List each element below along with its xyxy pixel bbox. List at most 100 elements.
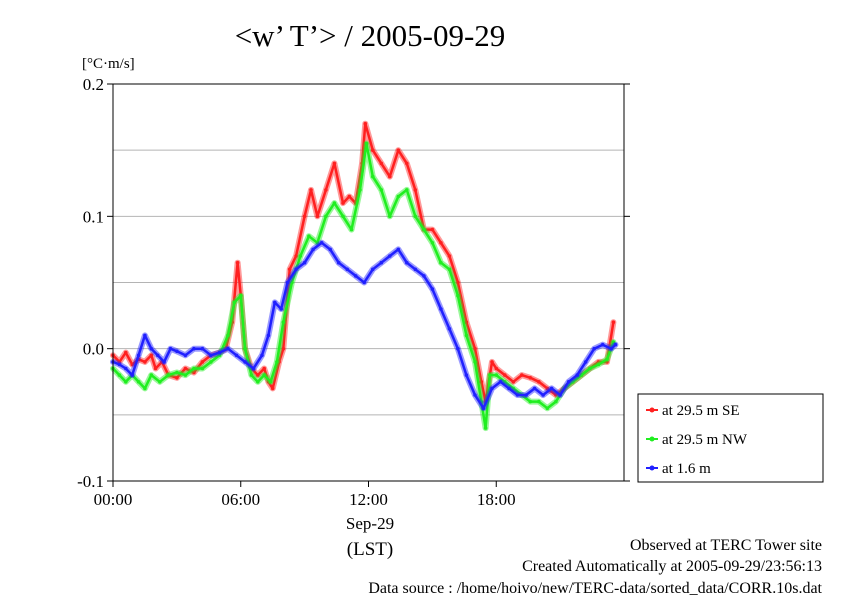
series-layer bbox=[110, 120, 619, 432]
data-point bbox=[396, 247, 401, 252]
data-point bbox=[447, 327, 452, 331]
data-point bbox=[183, 353, 188, 358]
chart-title: <w’ T’> / 2005-09-29 bbox=[235, 18, 506, 53]
data-point bbox=[209, 353, 213, 358]
data-point bbox=[558, 393, 562, 397]
data-point bbox=[430, 227, 435, 232]
data-point bbox=[579, 373, 584, 377]
data-point bbox=[439, 260, 443, 265]
data-point bbox=[503, 380, 507, 384]
data-point bbox=[503, 373, 507, 377]
data-point bbox=[309, 188, 313, 192]
data-point bbox=[473, 346, 477, 351]
legend-marker bbox=[649, 407, 655, 413]
data-point bbox=[396, 148, 401, 152]
data-point bbox=[315, 214, 320, 219]
data-point bbox=[243, 360, 247, 364]
data-point bbox=[611, 320, 616, 325]
data-point bbox=[511, 386, 516, 391]
data-point bbox=[149, 373, 154, 377]
data-point bbox=[388, 174, 392, 179]
data-point bbox=[566, 380, 571, 384]
data-point bbox=[175, 349, 179, 354]
data-point bbox=[571, 380, 575, 384]
data-point bbox=[124, 350, 128, 355]
legend-box bbox=[637, 393, 824, 483]
data-point bbox=[192, 366, 196, 371]
data-point bbox=[422, 274, 426, 278]
x-tick-label: 18:00 bbox=[477, 490, 516, 509]
data-point bbox=[364, 141, 369, 146]
data-point bbox=[155, 353, 160, 358]
data-point bbox=[456, 293, 460, 298]
data-point bbox=[209, 360, 213, 364]
data-point bbox=[117, 362, 122, 367]
data-point bbox=[307, 234, 311, 238]
data-point bbox=[234, 353, 239, 358]
data-point bbox=[464, 320, 469, 325]
data-point bbox=[281, 320, 286, 325]
data-point bbox=[456, 346, 460, 351]
y-axis: -0.1 0.0 0.1 0.2 bbox=[77, 75, 630, 491]
data-point bbox=[266, 333, 271, 338]
data-point bbox=[255, 373, 260, 377]
data-point bbox=[332, 201, 337, 205]
data-point bbox=[217, 350, 222, 355]
data-point bbox=[379, 260, 384, 265]
footer-source: Data source : /home/hoivo/new/TERC-data/… bbox=[368, 580, 822, 595]
data-point bbox=[447, 267, 452, 272]
legend-marker bbox=[649, 465, 655, 471]
data-point bbox=[294, 254, 298, 258]
data-point bbox=[347, 194, 352, 199]
x-axis: 00:00 06:00 12:00 18:00 bbox=[94, 481, 516, 509]
data-point bbox=[183, 366, 188, 371]
data-point bbox=[273, 300, 277, 305]
data-point bbox=[524, 393, 528, 397]
data-point bbox=[192, 370, 196, 375]
data-point bbox=[413, 214, 418, 219]
y-tick-label: -0.1 bbox=[77, 472, 104, 491]
data-point bbox=[490, 386, 494, 391]
footer-created: Created Automatically at 2005-09-29/23:5… bbox=[522, 558, 822, 575]
data-point bbox=[275, 360, 279, 364]
data-point bbox=[287, 267, 292, 272]
x-tick-label: 12:00 bbox=[349, 490, 388, 509]
data-point bbox=[200, 346, 205, 351]
data-point bbox=[336, 260, 341, 265]
data-point bbox=[162, 360, 166, 364]
data-point bbox=[130, 373, 134, 377]
data-point bbox=[479, 380, 484, 384]
y-tick-label: 0.0 bbox=[83, 340, 104, 359]
data-point bbox=[143, 386, 147, 391]
data-point bbox=[285, 280, 290, 285]
series-line-3 bbox=[111, 241, 617, 410]
legend: at 29.5 m SE at 29.5 m NW at 1.6 m bbox=[637, 393, 824, 483]
data-point bbox=[371, 267, 375, 272]
data-point bbox=[183, 373, 188, 377]
data-point bbox=[388, 254, 392, 258]
data-point bbox=[235, 260, 240, 265]
data-point bbox=[528, 376, 533, 380]
data-point bbox=[149, 353, 154, 358]
data-point bbox=[268, 380, 273, 384]
x-axis-label: (LST) bbox=[347, 539, 393, 560]
data-point bbox=[192, 346, 196, 351]
data-point bbox=[498, 380, 503, 384]
data-point bbox=[528, 399, 533, 404]
data-point bbox=[605, 357, 609, 362]
data-point bbox=[124, 366, 128, 371]
data-point bbox=[379, 161, 384, 166]
data-point bbox=[545, 386, 550, 391]
data-point bbox=[494, 373, 499, 377]
data-point bbox=[532, 386, 537, 391]
data-point bbox=[332, 161, 337, 166]
legend-marker bbox=[649, 436, 655, 442]
data-point bbox=[298, 254, 303, 258]
data-point bbox=[217, 353, 222, 358]
data-point bbox=[324, 214, 328, 219]
data-point bbox=[149, 346, 154, 351]
data-point bbox=[596, 362, 601, 367]
data-point bbox=[541, 393, 545, 397]
data-point bbox=[243, 346, 247, 351]
